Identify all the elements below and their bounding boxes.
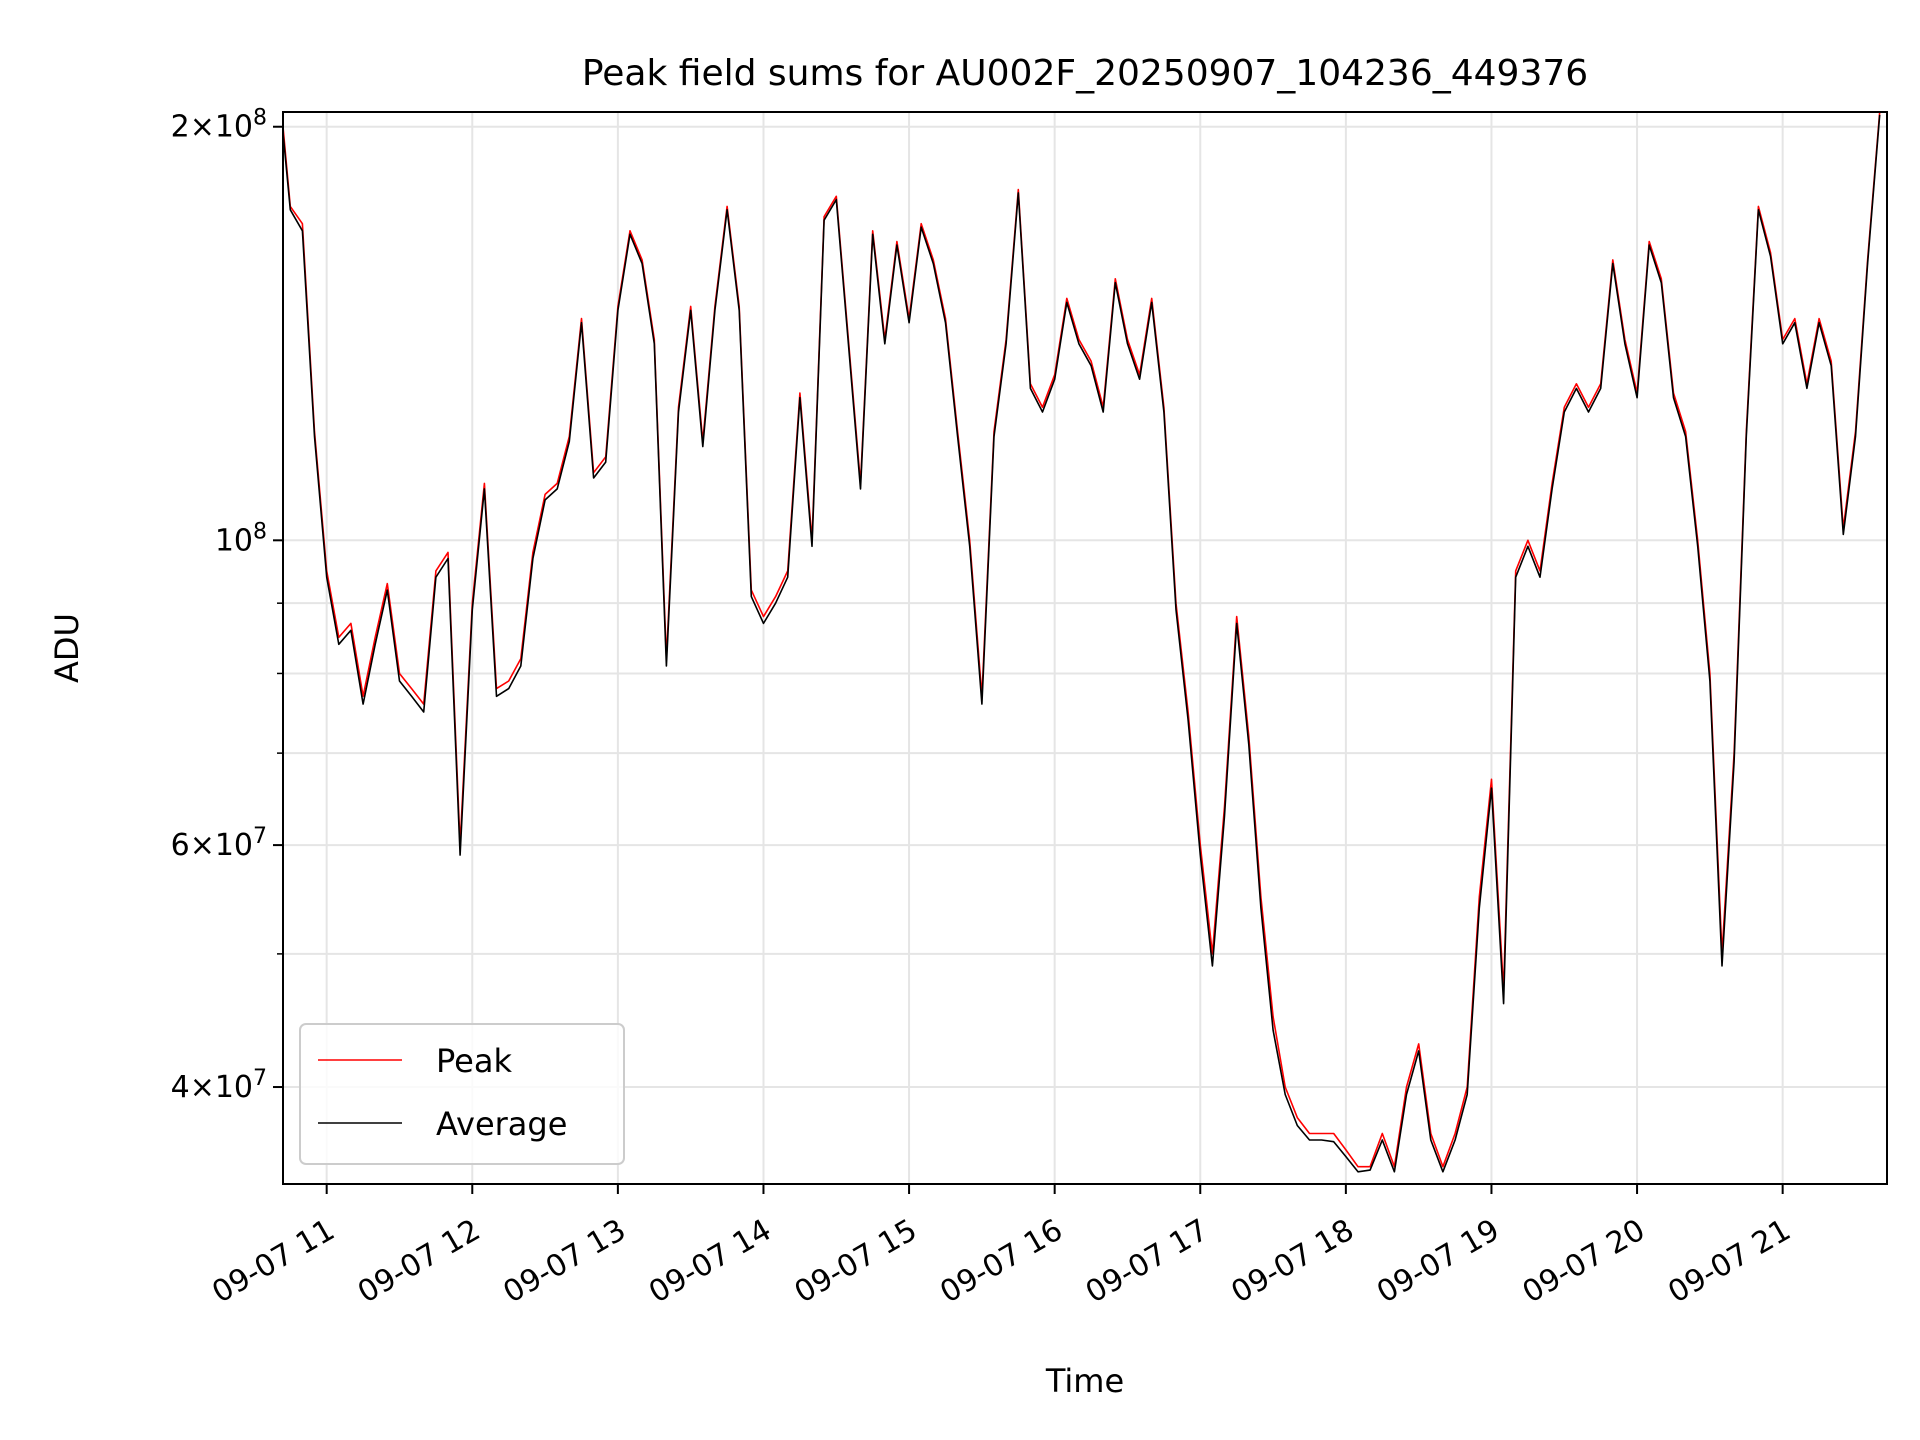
y-tick-label-exponent: 7 [253,1066,267,1091]
y-tick-label-base: 4 [171,1070,190,1105]
y-tick-label: 4×107 [171,1066,267,1105]
y-tick-label-times: ×10 [190,110,253,145]
y-tick-label-exponent: 8 [253,519,267,544]
legend-label-peak: Peak [436,1042,512,1080]
series-line-peak [282,111,1881,1168]
y-tick-label-base: 2 [171,110,190,145]
legend-label-average: Average [436,1105,567,1143]
series-line-average [282,114,1881,1173]
legend-box [299,1023,625,1165]
y-tick-label: 2×108 [171,106,267,145]
chart-title: Peak field sums for AU002F_20250907_1042… [582,53,1588,94]
y-tick-label-exponent: 7 [253,824,267,849]
series-layer [282,111,1881,1173]
y-tick-label-exponent: 8 [253,106,267,131]
y-tick-label-times: ×10 [190,1070,253,1105]
plot-frame [282,111,1888,1185]
x-axis-label: Time [1045,1362,1124,1400]
y-tick-label: 108 [215,519,267,558]
y-tick-label-base: 10 [215,523,253,558]
grid-lines [283,112,1887,1184]
y-tick-label: 6×107 [171,824,267,863]
y-axis-label: ADU [48,613,86,683]
y-tick-label-base: 6 [171,828,190,863]
legend: Peak Average [299,1023,625,1165]
y-tick-label-times: ×10 [190,828,253,863]
